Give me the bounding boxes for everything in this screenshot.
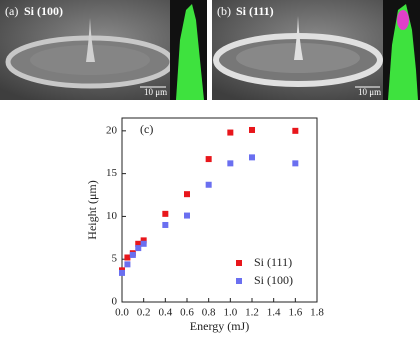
point bbox=[135, 245, 142, 252]
point bbox=[162, 210, 169, 217]
y-tick-label: 10 bbox=[106, 210, 118, 222]
y-tick-label: 5 bbox=[112, 253, 118, 265]
point bbox=[124, 254, 131, 261]
legend-marker bbox=[236, 278, 242, 284]
x-axis-label: Energy (mJ) bbox=[190, 319, 249, 333]
x-tick-label: 0.2 bbox=[137, 307, 151, 319]
point bbox=[184, 191, 190, 198]
x-tick-label: 1.0 bbox=[223, 307, 237, 319]
plot-frame bbox=[121, 117, 318, 303]
x-tick-label: 1.6 bbox=[288, 307, 302, 319]
x-tick-label: 0.4 bbox=[158, 307, 172, 319]
point bbox=[184, 212, 190, 219]
panel-label: (b) bbox=[217, 4, 231, 18]
sem-image-a bbox=[0, 0, 207, 100]
point bbox=[249, 126, 255, 133]
x-tick-label: 1.2 bbox=[245, 307, 259, 319]
point bbox=[292, 127, 299, 134]
point bbox=[119, 269, 125, 276]
legend-label: Si (111) bbox=[254, 255, 292, 269]
panel-title: Si (100) bbox=[24, 4, 63, 18]
y-axis-label: Height (μm) bbox=[85, 180, 99, 239]
point bbox=[124, 261, 131, 268]
point bbox=[140, 240, 147, 247]
x-tick-label: 0.6 bbox=[180, 307, 194, 319]
x-tick-label: 1.8 bbox=[310, 307, 324, 319]
point bbox=[129, 251, 136, 258]
point bbox=[140, 237, 147, 244]
panel-label: (a) bbox=[5, 4, 18, 18]
point bbox=[205, 156, 212, 163]
legend-label: Si (100) bbox=[254, 273, 293, 287]
sem-image-b bbox=[212, 0, 420, 100]
x-tick-label: 1.4 bbox=[267, 307, 281, 319]
legend-marker bbox=[236, 260, 242, 266]
y-tick-label: 0 bbox=[112, 296, 118, 308]
point bbox=[227, 160, 234, 167]
point bbox=[135, 240, 142, 247]
point bbox=[292, 160, 299, 167]
point bbox=[227, 129, 234, 136]
y-tick-label: 20 bbox=[106, 124, 118, 136]
x-tick-label: 0.0 bbox=[115, 307, 129, 319]
point bbox=[205, 181, 212, 188]
point bbox=[249, 154, 255, 161]
annotation: (c) bbox=[140, 122, 153, 136]
point bbox=[162, 221, 169, 228]
scale-label: 10 μm bbox=[144, 87, 167, 97]
y-tick-label: 15 bbox=[106, 167, 118, 179]
scale-label: 10 μm bbox=[358, 87, 381, 97]
x-tick-label: 0.8 bbox=[202, 307, 216, 319]
chart: 0.0 0.2 0.4 0.6 0.8 1.0 1.2 1.4 1.6 1.8 0 5 10 15 20 En… bbox=[85, 117, 324, 333]
panel-title: Si (111) bbox=[236, 4, 274, 18]
